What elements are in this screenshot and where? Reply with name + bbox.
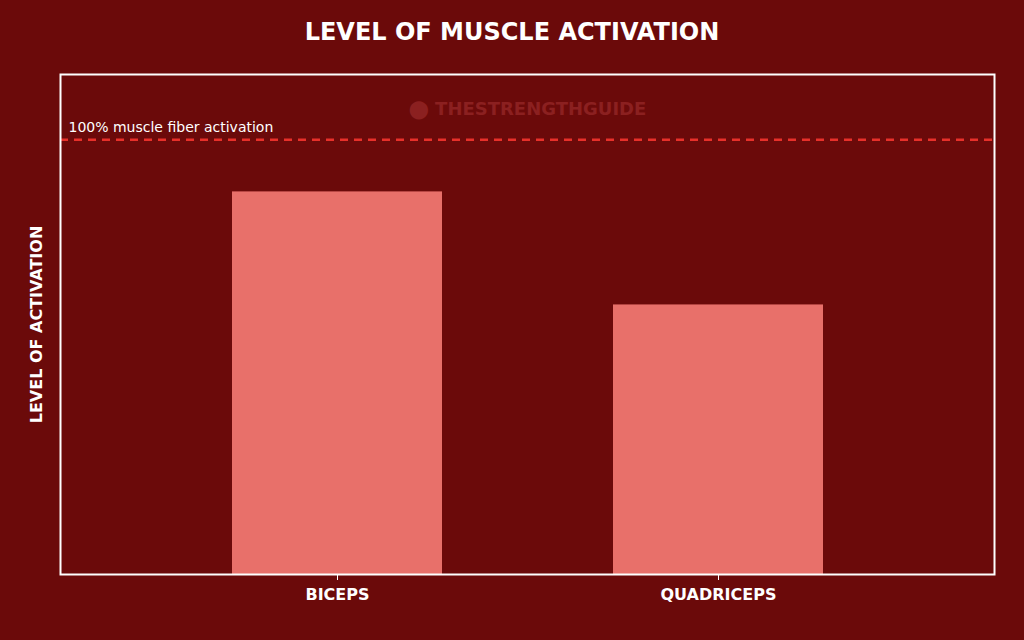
svg-text:⬤ THESTRENGTHGUIDE: ⬤ THESTRENGTHGUIDE [409,98,647,120]
html-text:LEVEL OF MUSCLE ACTIVATION: LEVEL OF MUSCLE ACTIVATION [304,18,720,46]
svg-text:100% muscle fiber activation: 100% muscle fiber activation [69,119,274,135]
svg-text:QUADRICEPS: QUADRICEPS [661,585,777,604]
svg-text:LEVEL OF ACTIVATION: LEVEL OF ACTIVATION [27,226,46,424]
svg-text:BICEPS: BICEPS [305,585,369,604]
